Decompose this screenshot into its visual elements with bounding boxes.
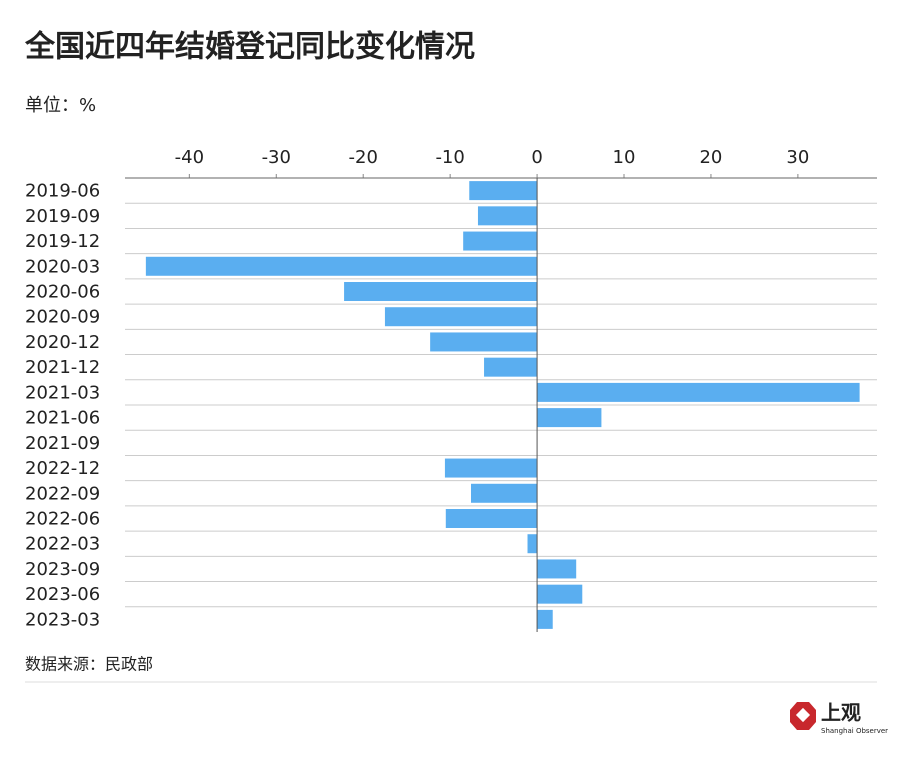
y-tick-label: 2023-06 [25,584,100,605]
y-tick-label: 2020-03 [25,256,100,277]
bar [484,357,538,377]
y-tick-label: 2023-03 [25,609,100,630]
bar [430,332,538,352]
bar [444,458,538,478]
brand: 上观 [821,701,861,725]
bar [463,231,538,251]
bar [344,282,538,301]
y-tick-label: 2021-06 [25,408,100,429]
bar [527,534,538,554]
y-tick-label: 2023-09 [25,559,100,580]
x-tick-label: 30 [786,147,809,168]
bar [471,483,538,503]
unit-label: 单位：% [25,95,96,116]
bar [469,181,538,201]
logo: 上观 Shanghai Observer [790,701,888,735]
bar [537,382,860,402]
y-tick-label: 2021-03 [25,382,100,403]
x-tick-label: -10 [435,147,464,168]
x-tick-label: 10 [613,147,636,168]
y-tick-label: 2019-12 [25,231,100,252]
bar [384,307,538,327]
bar [537,584,583,604]
brand-en: Shanghai Observer [821,727,888,735]
source: 数据来源：民政部 [25,655,153,674]
x-tick-label: 20 [699,147,722,168]
logo-icon-inner [795,707,811,723]
y-tick-label: 2022-12 [25,458,100,479]
chart-title: 全国近四年结婚登记同比变化情况 [24,30,475,65]
bar [537,559,577,579]
y-tick-label: 2020-06 [25,282,100,303]
bar [477,206,538,226]
y-tick-label: 2022-06 [25,509,100,530]
y-tick-label: 2022-03 [25,534,100,555]
x-tick-label: -40 [175,147,204,168]
y-tick-label: 2020-09 [25,307,100,328]
bar [145,256,538,276]
x-tick-label: 0 [531,147,542,168]
y-tick-label: 2020-12 [25,332,100,353]
y-tick-label: 2022-09 [25,483,100,504]
y-tick-label: 2019-06 [25,181,100,202]
x-tick-label: -30 [262,147,291,168]
bar [537,408,602,428]
y-tick-label: 2021-12 [25,357,100,378]
bar [537,609,553,629]
y-tick-label: 2019-09 [25,206,100,227]
bar [445,509,538,528]
y-tick-label: 2021-09 [25,433,100,454]
x-tick-label: -20 [349,147,378,168]
